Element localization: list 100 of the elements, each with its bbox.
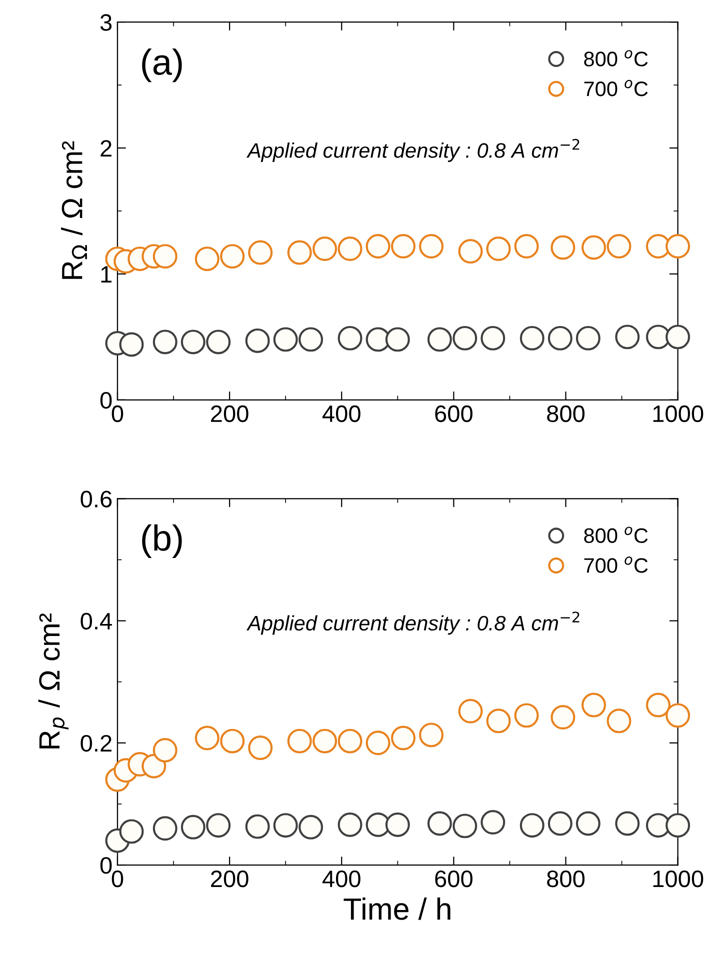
point <box>486 236 511 262</box>
annotation: (b) <box>142 524 182 558</box>
y-tick-label: 0 <box>100 857 112 874</box>
annotation: (a) <box>142 48 182 82</box>
point <box>287 240 312 265</box>
point <box>550 705 576 730</box>
point <box>666 703 690 728</box>
x-tick-label: 1000 <box>653 405 704 422</box>
x-tick-label: 0 <box>112 405 124 422</box>
point <box>338 728 362 754</box>
point <box>646 692 670 718</box>
point <box>480 810 506 835</box>
point <box>666 813 690 838</box>
point <box>366 234 390 258</box>
point <box>666 234 690 258</box>
point <box>514 234 539 258</box>
point <box>119 819 144 844</box>
point <box>248 240 273 265</box>
point <box>312 728 338 754</box>
point <box>180 330 206 354</box>
x-tick-label: 200 <box>211 405 248 422</box>
x-tick-label: 800 <box>547 870 585 888</box>
x-tick-label: 600 <box>435 405 472 422</box>
legend-label: 700 $^{o}$C <box>584 556 648 573</box>
point <box>119 332 144 357</box>
point <box>391 726 416 750</box>
legend-label: 800 $^{o}$C <box>584 526 648 544</box>
y-axis-title: R$_{Ω}$ / Ω cm² <box>61 141 87 279</box>
point <box>615 811 640 836</box>
point <box>273 327 298 352</box>
y-tick-label: 0.4 <box>80 612 112 630</box>
point <box>419 722 444 748</box>
point <box>452 814 478 838</box>
x-tick-label: 200 <box>211 870 248 888</box>
point <box>180 814 206 840</box>
point <box>427 327 452 352</box>
legend-label: 800 $^{o}$C <box>584 50 648 66</box>
y-tick-label: 3 <box>100 14 112 31</box>
point <box>273 813 298 838</box>
point <box>287 728 312 754</box>
y-axis-title: R$_{p}$ / Ω cm² <box>38 613 69 748</box>
annotation: Applied current density : 0.8 A cm$^{−2}$ <box>246 138 580 162</box>
point <box>312 236 338 262</box>
point <box>152 330 178 354</box>
point <box>514 703 539 728</box>
point <box>480 326 506 350</box>
point <box>606 234 632 258</box>
point <box>576 811 600 836</box>
point <box>194 246 220 272</box>
point <box>245 328 270 353</box>
point <box>194 726 220 750</box>
point <box>245 814 270 839</box>
point <box>220 244 245 269</box>
point <box>582 692 606 718</box>
point <box>606 708 632 734</box>
y-tick-label: 2 <box>100 140 112 157</box>
point <box>550 235 576 260</box>
point <box>152 244 178 269</box>
point <box>419 234 444 258</box>
point <box>582 235 606 260</box>
x-axis-title: Time / h <box>344 897 450 920</box>
legend-label: 700 $^{o}$C <box>584 80 648 96</box>
x-tick-label: 800 <box>547 405 585 422</box>
point <box>615 324 640 350</box>
point <box>385 812 410 837</box>
point <box>391 234 416 258</box>
point <box>338 236 362 262</box>
point <box>520 813 544 838</box>
point <box>298 814 324 840</box>
point <box>220 728 245 754</box>
point <box>206 813 231 838</box>
point <box>298 327 324 352</box>
point <box>366 730 390 756</box>
point <box>152 816 178 841</box>
x-tick-label: 400 <box>322 870 360 888</box>
x-tick-label: 0 <box>112 870 124 888</box>
point <box>520 326 544 350</box>
y-tick-label: 0 <box>100 392 112 409</box>
point <box>548 326 572 350</box>
point <box>152 738 178 762</box>
point <box>666 324 690 350</box>
y-tick-label: 0.2 <box>80 734 112 752</box>
point <box>427 811 452 836</box>
point <box>385 327 410 352</box>
y-tick-label: 0.6 <box>80 490 112 508</box>
annotation: Applied current density : 0.8 A cm$^{−2}$ <box>246 612 580 635</box>
point <box>458 698 483 724</box>
point <box>248 736 273 760</box>
point <box>338 326 362 350</box>
point <box>452 326 478 350</box>
point <box>206 330 231 354</box>
point <box>458 239 483 264</box>
point <box>338 812 362 837</box>
x-tick-label: 1000 <box>653 870 704 888</box>
x-tick-label: 600 <box>435 870 472 888</box>
x-tick-label: 400 <box>322 405 360 422</box>
point <box>486 708 511 734</box>
point <box>576 326 600 350</box>
y-tick-label: 1 <box>101 266 112 283</box>
point <box>548 811 572 836</box>
